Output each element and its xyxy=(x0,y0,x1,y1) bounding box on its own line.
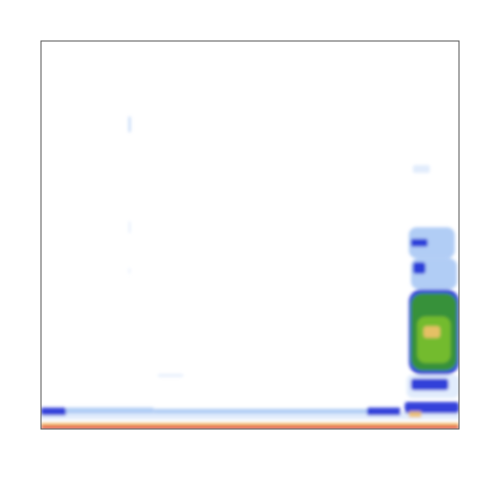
heatmap-cell xyxy=(128,116,131,133)
plot-background xyxy=(41,41,459,429)
heatmap-cells xyxy=(41,116,459,429)
heatmap-cell xyxy=(410,238,428,247)
heatmap-cell xyxy=(158,374,184,377)
heatmap-cell xyxy=(41,422,459,426)
heatmap-cell xyxy=(423,326,441,338)
heatmap-cell xyxy=(408,227,455,259)
heatmap-cell xyxy=(128,221,131,234)
plot-frame xyxy=(40,40,460,430)
heatmap-cell xyxy=(413,165,430,173)
heatmap-cell xyxy=(413,262,426,274)
heatmap-cell xyxy=(404,401,459,414)
heatmap-cell xyxy=(417,316,451,364)
heatmap-cell xyxy=(41,407,67,416)
heatmap-cell xyxy=(66,407,154,414)
heatmap-cell xyxy=(408,411,422,418)
heatmap-cell xyxy=(153,408,372,414)
heatmap-cell xyxy=(410,378,449,391)
heatmap-cell xyxy=(128,267,131,274)
heatmap-cell xyxy=(41,425,459,429)
heatmap-cell xyxy=(367,407,401,416)
